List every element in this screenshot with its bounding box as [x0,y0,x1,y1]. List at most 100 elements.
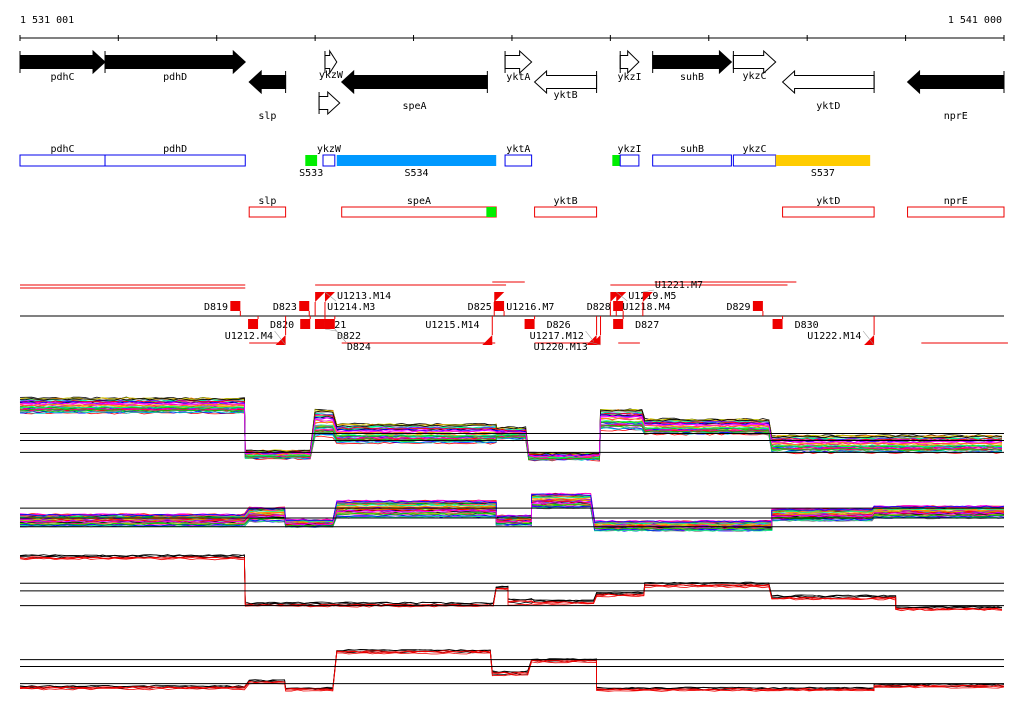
feature-box-S537 [775,155,871,166]
marker-square [752,301,763,311]
gene-arrow-pdhC [19,49,106,75]
gene-arrow-ykzC [732,49,777,75]
marker-label: U1217.M12 [530,331,584,342]
marker-label: D824 [347,342,371,353]
track-multi-bottom [19,492,1005,532]
feature-box-yktA [504,154,533,167]
marker-triangle [494,292,505,302]
gene-arrow-slp [248,69,287,95]
feature-box-yktB [534,206,598,218]
gene-label: suhB [680,72,704,83]
track-series-line [19,493,1005,523]
ruler-start-label: 1 531 001 [20,15,74,26]
feature-track-minus: slp speA yktB yktD nprE [248,196,1005,218]
marker-label: U1219.M5 [628,291,676,302]
marker-square [772,319,783,329]
marker-triangle [616,292,627,302]
marker-label: D822 [337,331,361,342]
track-series-line [19,554,1003,609]
gene-arrow-pdhD [104,49,247,75]
gene-track: pdhC pdhD slp ykzW speA yktA yktB ykzI suhB ykzC y… [19,49,1005,122]
marker-label: U1212.M4 [225,331,273,342]
track-profile-3 [19,554,1004,612]
feature-label: yktA [506,144,530,155]
gene-arrow-ykzW [324,49,338,75]
gene-arrow-unnamed [318,90,341,116]
marker-label: U1213.M14 [337,291,391,302]
segment-track: D819D820U1212.M4D823D821U1214.M3U1213.M1… [20,280,1008,353]
marker-leader-line [324,291,337,302]
feature-label: pdhC [50,144,74,155]
marker-leader-line [616,291,628,302]
marker-label: D820 [270,320,294,331]
feature-track-plus: pdhC pdhD S533 ykzW S534 yktA ykzI suhB ykzC S537 [19,144,871,179]
track-series-line [19,650,1005,691]
marker-label: D828 [587,302,611,313]
marker-label: U1221.M7 [655,280,703,291]
marker-label: U1214.M3 [327,302,375,313]
track-series-line [19,401,1003,458]
gene-label: yktA [506,72,530,83]
gene-label: nprE [944,111,968,122]
feature-box-ykzC [732,154,777,167]
feature-label: pdhD [163,144,187,155]
track-series-line [19,652,1005,692]
feature-label: ykzI [618,144,642,155]
track-series-line [19,400,1003,457]
track-series-line [19,406,1003,460]
marker-leader-line [324,328,337,332]
feature-box-slp [248,206,287,218]
marker-label: D826 [547,320,571,331]
marker-triangle [324,292,335,302]
gene-arrow-yktB [533,69,598,95]
marker-leader-line [334,328,347,343]
feature-marker [486,207,497,217]
marker-square [299,301,310,311]
feature-label: ykzW [317,144,342,155]
marker-label: D827 [635,320,659,331]
marker-square [613,319,624,329]
marker-label: D819 [204,302,228,313]
feature-label: yktB [554,196,578,207]
marker-square [314,319,325,329]
marker-label: D823 [273,302,297,313]
marker-triangle [275,335,286,345]
marker-square [494,301,505,311]
marker-label: U1218.M4 [622,302,670,313]
gene-arrow-speA [340,69,488,95]
feature-box-pdhC [19,154,106,167]
track-series-line [19,397,1003,456]
feature-label: ykzC [742,144,766,155]
feature-label: speA [407,196,431,207]
feature-box-speA [341,206,497,218]
gene-label: pdhC [50,72,74,83]
feature-label: suhB [680,144,704,155]
feature-label: nprE [944,196,968,207]
track-series-line [19,408,1003,461]
track-series-line [19,648,1005,690]
track-profile-4 [19,648,1005,692]
marker-triangle [864,335,875,345]
gene-arrow-suhB [652,49,733,75]
marker-label: D830 [795,320,819,331]
marker-square [248,319,259,329]
marker-triangle [642,292,653,302]
marker-label: D825 [468,302,492,313]
gene-arrow-nprE [906,69,1005,95]
marker-square [613,301,624,311]
coordinate-ruler: 1 531 001 1 541 000 [19,15,1005,41]
track-series-line [19,405,1002,459]
feature-box-S533 [305,155,318,166]
gene-arrow-yktA [504,49,533,75]
track-series-line [19,411,1003,461]
marker-triangle [482,335,493,345]
gene-label: speA [402,101,426,112]
marker-label: U1222.M14 [807,331,861,342]
marker-leader-line [589,341,601,346]
feature-box-nprE [907,206,1005,218]
marker-square [324,319,335,329]
feature-box-suhB [652,154,732,167]
marker-square [230,301,241,311]
gene-label: slp [258,111,276,122]
